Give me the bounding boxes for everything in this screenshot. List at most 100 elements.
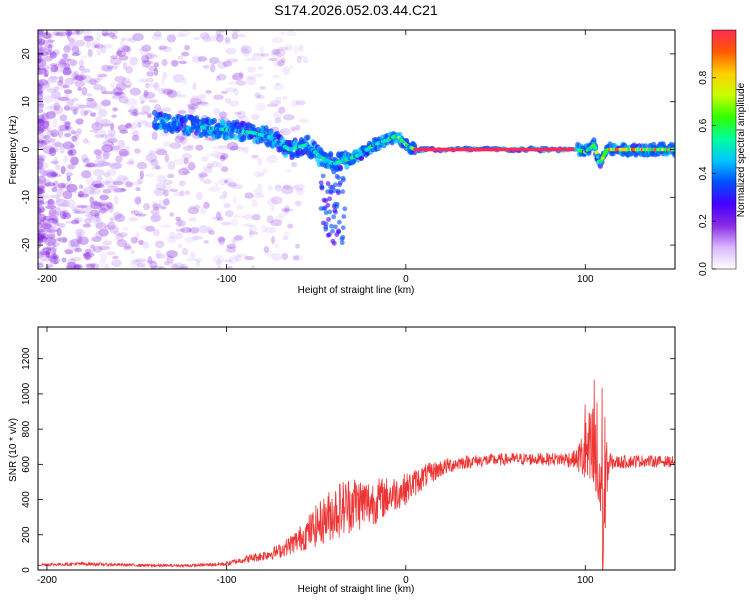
spectrogram-noise-blob — [46, 229, 58, 233]
spectrogram-noise-blob — [38, 181, 42, 186]
spectrogram-noise-blob — [174, 135, 185, 143]
spectrogram-noise-blob — [41, 67, 47, 71]
spectrogram-noise-blob — [38, 184, 45, 189]
ridge-core-mark — [591, 143, 596, 147]
spectrogram-noise-blob — [50, 172, 57, 177]
spectrogram-noise-blob — [38, 204, 41, 209]
spectrogram-noise-blob — [223, 179, 229, 184]
spectrogram-noise-blob — [234, 235, 244, 241]
spectrogram-noise-blob — [208, 229, 215, 236]
spectrogram-noise-blob — [75, 50, 82, 56]
spectrogram-noise-blob — [293, 45, 299, 54]
spectrogram-noise-blob — [75, 118, 84, 125]
spectrogram-noise-blob — [202, 165, 213, 172]
spectrogram-noise-blob — [44, 182, 56, 187]
spectrogram-noise-blob — [42, 95, 53, 103]
spectrogram-noise-blob — [65, 30, 73, 37]
spectrogram-noise-blob — [223, 177, 234, 185]
spectrogram-noise-blob — [53, 102, 60, 111]
spectrogram-noise-blob — [52, 210, 60, 216]
spectrogram-noise-blob — [152, 201, 158, 207]
spectrogram-noise-blob — [159, 132, 170, 137]
spectrogram-noise-blob — [38, 197, 45, 202]
spectrogram-noise-blob — [233, 88, 239, 96]
spectrogram-noise-blob — [220, 30, 227, 33]
spectrogram-noise-blob — [170, 59, 180, 64]
spectrogram-noise-blob — [198, 172, 208, 178]
spectrogram-noise-blob — [169, 212, 175, 217]
spectrogram-noise-blob — [131, 259, 142, 265]
spectrogram-noise-blob — [43, 73, 49, 78]
spectrogram-noise-blob — [152, 228, 161, 237]
spectrogram-noise-blob — [126, 84, 131, 89]
spectrogram-noise-blob — [106, 168, 117, 176]
spectrogram-noise-blob — [43, 114, 54, 120]
spectrogram-noise-blob — [160, 206, 167, 210]
spectrogram-noise-blob — [94, 77, 100, 84]
spectrogram-noise-blob — [38, 154, 47, 160]
spectrogram-noise-blob — [38, 80, 44, 89]
spectrogram-noise-blob — [62, 70, 72, 75]
spectrogram-noise-blob — [278, 106, 286, 114]
spectrogram-noise-blob — [57, 223, 66, 228]
spectrogram-noise-blob — [57, 237, 68, 243]
spectrogram-noise-blob — [86, 99, 97, 109]
spectrogram-noise-blob — [38, 185, 46, 192]
spectrogram-noise-blob — [203, 64, 210, 69]
spectrogram-noise-blob — [67, 149, 74, 157]
spectrogram-noise-blob — [271, 48, 281, 55]
spectrogram-noise-blob — [119, 129, 129, 134]
spectrogram-noise-blob — [42, 247, 52, 253]
spectrogram-noise-blob — [54, 207, 62, 216]
spectrogram-noise-blob — [236, 80, 247, 86]
spectrogram-noise-blob — [42, 119, 50, 125]
spectrogram-noise-blob — [175, 220, 187, 227]
spectrogram-noise-blob — [58, 60, 67, 65]
spectrogram-noise-blob — [93, 183, 105, 189]
spectrogram-noise-blob — [66, 261, 77, 269]
spectrogram-noise-blob — [71, 135, 78, 142]
spectrogram-noise-blob — [259, 46, 265, 54]
spectrogram-noise-blob — [104, 263, 110, 269]
spectrogram-noise-blob — [245, 76, 257, 86]
spectrogram-noise-blob — [63, 44, 70, 50]
spectrogram-noise-blob — [49, 51, 57, 59]
ridge-branch-mark — [337, 182, 343, 188]
spectrogram-noise-blob — [45, 266, 50, 269]
spectrogram-noise-blob — [117, 232, 128, 238]
spectrogram-noise-blob — [103, 172, 110, 178]
spectrogram-noise-blob — [59, 124, 70, 132]
spectrogram-noise-blob — [179, 190, 185, 197]
spectrogram-noise-blob — [54, 237, 62, 242]
spectrogram-noise-blob — [67, 32, 75, 36]
spectrogram-noise-blob — [102, 150, 110, 160]
spectrogram-noise-blob — [74, 103, 85, 111]
spectrogram-noise-blob — [111, 95, 123, 100]
spectrogram-noise-blob — [164, 153, 170, 163]
spectrogram-noise-blob — [38, 140, 46, 144]
spectrogram-noise-blob — [274, 82, 281, 86]
spectrogram-noise-blob — [146, 112, 153, 116]
ridge-branch-mark — [329, 223, 334, 229]
spectrogram-noise-blob — [132, 130, 140, 137]
spectrogram-noise-blob — [163, 261, 170, 266]
spectrogram-noise-blob — [143, 89, 149, 97]
spectrogram-noise-blob — [165, 262, 176, 267]
spectrogram-noise-blob — [42, 81, 51, 89]
spectrogram-noise-blob — [154, 240, 165, 249]
spectrogram-noise-blob — [101, 30, 109, 37]
spectrogram-noise-blob — [235, 204, 245, 211]
spectrogram-noise-blob — [38, 124, 49, 132]
spectrogram-noise-blob — [51, 132, 58, 138]
spectrogram-noise-blob — [96, 47, 102, 56]
spectrogram-noise-blob — [171, 264, 180, 269]
spectrogram-noise-blob — [78, 59, 85, 68]
spectrogram-noise-blob — [67, 150, 73, 155]
spectrogram-noise-blob — [39, 51, 49, 56]
spectrogram-noise-blob — [226, 58, 239, 63]
spectrogram-noise-blob — [62, 209, 70, 218]
spectrogram-noise-blob — [82, 223, 92, 228]
spectrogram-noise-blob — [70, 241, 80, 248]
spectrogram-noise-blob — [216, 161, 223, 168]
spectrogram-noise-blob — [195, 191, 203, 201]
